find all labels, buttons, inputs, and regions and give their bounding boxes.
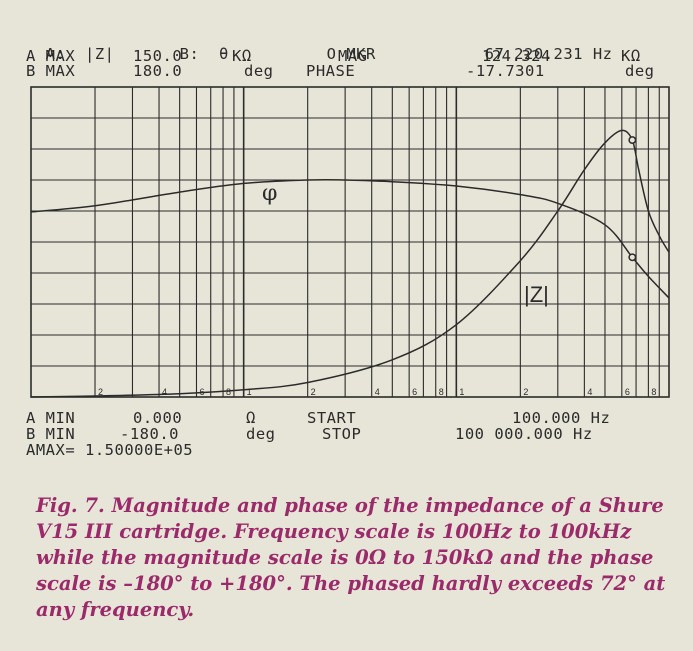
a-max-unit: KΩ bbox=[232, 47, 252, 65]
x-tick-label: 8 bbox=[226, 387, 231, 397]
x-tick-label: 1 bbox=[459, 387, 464, 397]
header-line-1: A: |Z| bbox=[26, 33, 115, 63]
x-tick-label: 1 bbox=[247, 387, 252, 397]
x-tick-label: 2 bbox=[311, 387, 316, 397]
a-trace-label: A: |Z| bbox=[45, 45, 115, 63]
x-tick-label: 4 bbox=[162, 387, 167, 397]
magnitude-series-label: |Z| bbox=[524, 282, 549, 307]
magnitude-curve bbox=[30, 129, 670, 398]
stop-value: 100 000.000 Hz bbox=[455, 425, 593, 443]
phase-unit: deg bbox=[625, 62, 655, 80]
a-min-unit: Ω bbox=[246, 409, 256, 427]
b-trace: B: θ bbox=[160, 33, 229, 63]
a-min-label: A MIN bbox=[26, 409, 76, 427]
mag-value: 124.324 bbox=[482, 47, 551, 65]
b-min-label: B MIN bbox=[26, 425, 76, 443]
b-min-value: -180.0 bbox=[120, 425, 179, 443]
mkr: O MKR bbox=[307, 33, 376, 63]
mkr-freq-value: 67 220.231 Hz bbox=[484, 45, 613, 63]
x-tick-label: 2 bbox=[523, 387, 528, 397]
mkr-label: O MKR bbox=[326, 45, 376, 63]
b-max-value: 180.0 bbox=[133, 62, 183, 80]
figure-caption: Fig. 7. Magnitude and phase of the imped… bbox=[36, 494, 666, 621]
x-tick-label: 4 bbox=[375, 387, 380, 397]
start-label: START bbox=[307, 409, 357, 427]
phase-series-label: φ bbox=[262, 181, 277, 206]
phase-curve bbox=[30, 178, 670, 299]
amax-readout: AMAX= 1.50000E+05 bbox=[26, 441, 194, 459]
x-tick-label: 6 bbox=[625, 387, 630, 397]
b-max-unit: deg bbox=[244, 62, 274, 80]
chart-grid bbox=[30, 86, 670, 398]
marker-point bbox=[628, 253, 637, 262]
mag-label: MAG bbox=[338, 47, 368, 65]
x-tick-label: 8 bbox=[439, 387, 444, 397]
a-max-value: 150.0 bbox=[133, 47, 183, 65]
b-max-label: B MAX bbox=[26, 62, 76, 80]
x-tick-label: 2 bbox=[98, 387, 103, 397]
b-trace-label: B: θ bbox=[179, 45, 229, 63]
x-tick-label: 6 bbox=[412, 387, 417, 397]
stop-label: STOP bbox=[322, 425, 362, 443]
x-tick-label: 4 bbox=[587, 387, 592, 397]
x-tick-label: 8 bbox=[651, 387, 656, 397]
start-value: 100.000 Hz bbox=[512, 409, 611, 427]
phase-label: PHASE bbox=[306, 62, 356, 80]
mag-unit: KΩ bbox=[621, 47, 641, 65]
mkr-freq: 67 220.231 Hz bbox=[465, 33, 613, 63]
b-min-unit: deg bbox=[246, 425, 276, 443]
a-min-value: 0.000 bbox=[133, 409, 183, 427]
a-max-label: A MAX bbox=[26, 47, 76, 65]
phase-value: -17.7301 bbox=[466, 62, 545, 80]
chart-series bbox=[30, 129, 670, 398]
marker-point bbox=[628, 136, 637, 145]
